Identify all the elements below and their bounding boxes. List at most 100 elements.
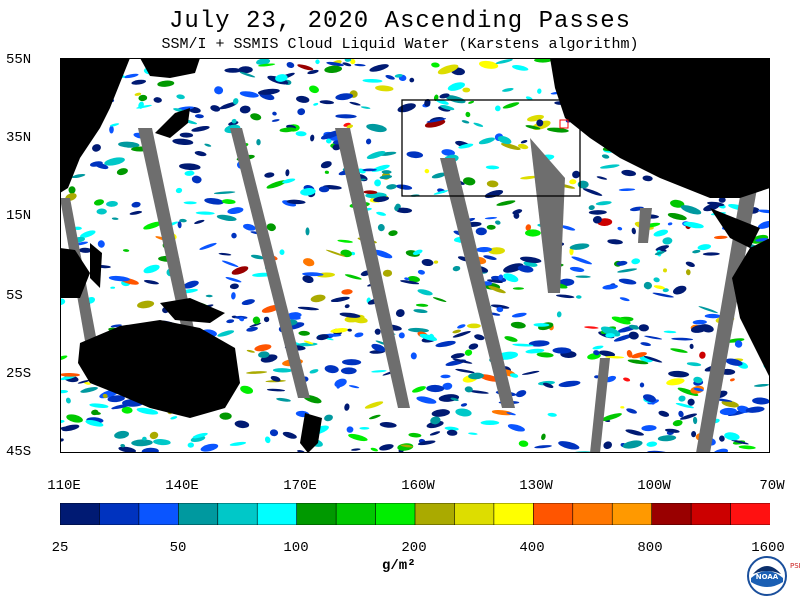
cloud-patch bbox=[417, 269, 425, 275]
cloud-patch bbox=[450, 353, 465, 359]
cloud-patch bbox=[616, 260, 628, 266]
colorbar-swatch bbox=[217, 503, 259, 525]
cloud-patch bbox=[142, 436, 147, 441]
colorbar-label-25: 25 bbox=[51, 540, 69, 556]
cloud-patch bbox=[704, 313, 721, 319]
cloud-patch bbox=[65, 397, 71, 404]
cloud-patch bbox=[282, 431, 297, 439]
cloud-patch bbox=[157, 80, 175, 87]
cloud-patch bbox=[413, 309, 428, 314]
colorbar-swatch bbox=[414, 503, 456, 525]
cloud-patch bbox=[107, 395, 125, 403]
cloud-patch bbox=[279, 127, 296, 133]
cloud-patch bbox=[692, 249, 701, 254]
cloud-patch bbox=[366, 123, 387, 133]
cloud-patch bbox=[89, 403, 109, 409]
cloud-patch bbox=[490, 304, 510, 309]
cloud-patch bbox=[515, 390, 527, 398]
cloud-patch bbox=[239, 71, 256, 78]
cloud-patch bbox=[655, 245, 670, 251]
cloud-patch bbox=[354, 63, 366, 67]
cloud-patch bbox=[626, 408, 637, 414]
cloud-patch bbox=[297, 108, 306, 116]
cloud-patch bbox=[517, 143, 529, 150]
cloud-patch bbox=[60, 355, 68, 361]
cloud-patch bbox=[525, 348, 545, 354]
cloud-patch bbox=[518, 440, 529, 447]
cloud-patch bbox=[426, 384, 445, 393]
swath-gap bbox=[230, 128, 310, 398]
cloud-patch bbox=[348, 433, 368, 442]
cloud-patch bbox=[592, 215, 602, 224]
cloud-patch bbox=[457, 324, 466, 329]
cloud-patch bbox=[657, 435, 677, 442]
cloud-patch bbox=[496, 200, 516, 206]
cloud-patch bbox=[653, 277, 660, 283]
colorbar-swatch bbox=[493, 503, 535, 525]
cloud-patch bbox=[330, 328, 349, 333]
cloud-patch bbox=[374, 179, 382, 187]
cloud-patch bbox=[613, 333, 634, 342]
cloud-patch bbox=[121, 406, 133, 414]
cloud-patch bbox=[258, 63, 276, 67]
cloud-patch bbox=[279, 249, 285, 255]
colorbar-label-1600: 1600 bbox=[751, 540, 785, 556]
lat-label-35n: 35N bbox=[6, 130, 32, 146]
cloud-patch bbox=[404, 277, 410, 281]
cloud-patch bbox=[362, 78, 383, 83]
cloud-patch bbox=[464, 386, 473, 393]
cloud-patch bbox=[326, 61, 344, 67]
cloud-patch bbox=[672, 285, 687, 295]
cloud-patch bbox=[698, 306, 718, 314]
cloud-patch bbox=[520, 175, 538, 180]
cloud-patch bbox=[373, 196, 390, 203]
lon-label-170e: 170E bbox=[283, 478, 317, 494]
cloud-patch bbox=[407, 276, 420, 283]
cloud-patch bbox=[628, 324, 640, 330]
cloud-patch bbox=[319, 100, 334, 105]
cloud-patch bbox=[264, 436, 271, 444]
cloud-patch bbox=[246, 349, 255, 353]
cloud-patch bbox=[71, 173, 86, 179]
cloud-patch bbox=[379, 422, 397, 428]
colorbar-swatch bbox=[375, 503, 416, 525]
cloud-patch bbox=[385, 74, 395, 80]
cloud-patch bbox=[313, 102, 319, 106]
cloud-patch bbox=[104, 157, 125, 166]
land-masses bbox=[60, 58, 770, 453]
cloud-patch bbox=[97, 240, 105, 248]
cloud-patch bbox=[254, 344, 272, 352]
cloud-patch bbox=[621, 169, 637, 177]
cloud-patch bbox=[89, 161, 103, 167]
cloud-patch bbox=[663, 330, 677, 334]
cloud-patch bbox=[295, 131, 307, 137]
cloud-patch bbox=[324, 170, 329, 174]
cloud-patch bbox=[486, 279, 503, 284]
cloud-patch bbox=[282, 200, 297, 207]
cloud-patch bbox=[467, 323, 481, 329]
swath-gap bbox=[696, 138, 766, 453]
cloud-patch bbox=[179, 218, 187, 223]
cloud-patch bbox=[584, 326, 599, 329]
cloud-patch bbox=[631, 258, 641, 265]
cloud-patch bbox=[495, 59, 513, 64]
cloud-patch bbox=[426, 420, 444, 429]
cloud-patch bbox=[408, 432, 422, 438]
cloud-patch bbox=[641, 425, 657, 432]
cloud-patch bbox=[491, 409, 513, 416]
cloud-patch bbox=[599, 164, 620, 169]
cloud-patch bbox=[455, 368, 475, 374]
cloud-patch bbox=[270, 375, 281, 382]
cloud-patch bbox=[658, 410, 670, 417]
cloud-patch bbox=[458, 143, 474, 149]
cloud-patch bbox=[707, 201, 725, 207]
cloud-patch bbox=[205, 294, 213, 298]
cloud-patch bbox=[437, 64, 459, 75]
cloud-patch bbox=[194, 151, 207, 157]
cloud-patch bbox=[512, 65, 529, 71]
cloud-patch bbox=[601, 154, 610, 159]
cloud-patch bbox=[485, 165, 500, 170]
cloud-patch bbox=[462, 87, 471, 93]
cloud-patch bbox=[598, 350, 616, 357]
swath-gap bbox=[335, 128, 410, 408]
